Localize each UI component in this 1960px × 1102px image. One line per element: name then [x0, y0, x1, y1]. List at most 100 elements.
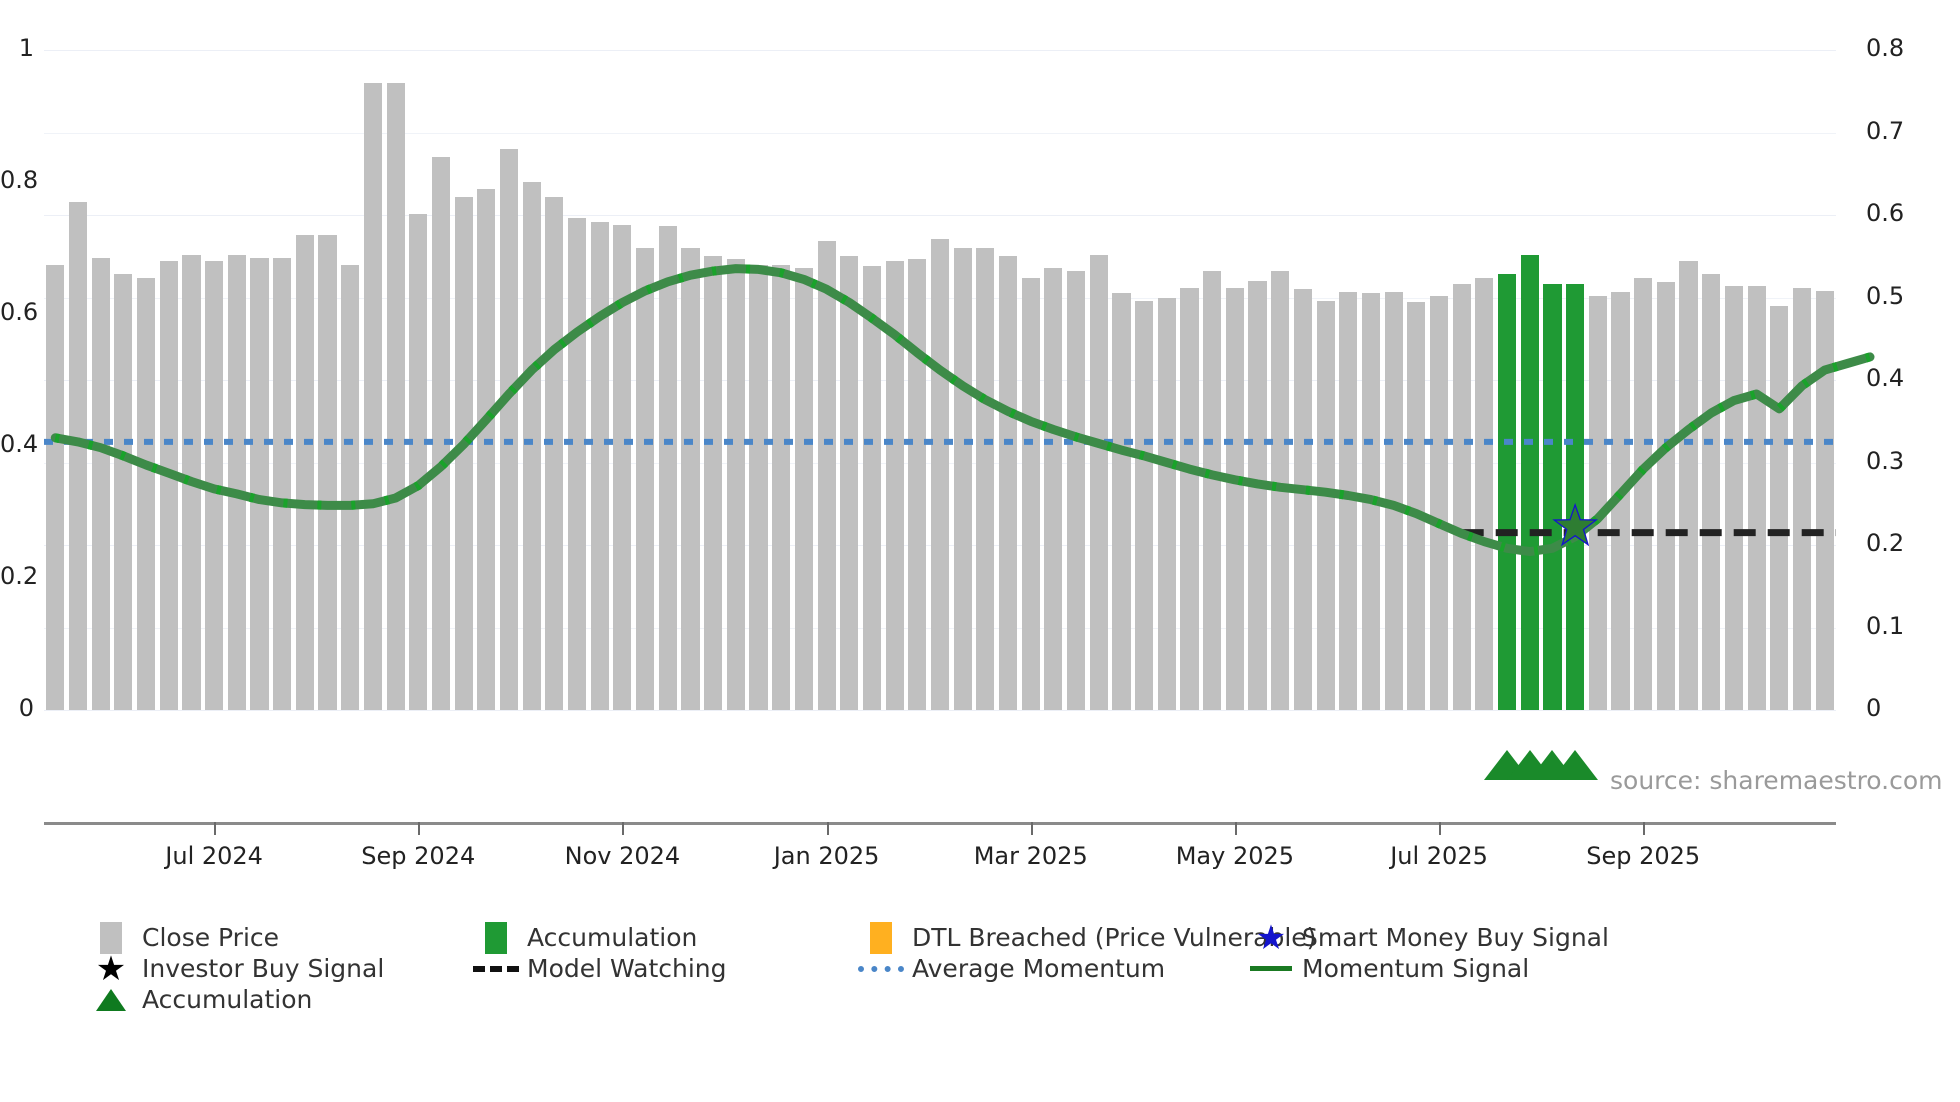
x-axis-tick-mark: [1030, 822, 1033, 835]
x-axis-tick-mark: [622, 822, 625, 835]
x-axis-tick-label: Mar 2025: [973, 842, 1088, 870]
y-axis-right-tick-label: 0: [1866, 694, 1882, 722]
close-price-bar: [930, 239, 950, 710]
gridline: [44, 50, 1836, 51]
close-price-bar: [862, 265, 882, 710]
close-price-bar: [1316, 300, 1335, 710]
close-price-bar: [749, 264, 768, 710]
y-axis-right-tick-label: 0.2: [1866, 529, 1905, 557]
close-price-bar: [318, 234, 337, 710]
x-axis-tick-mark: [214, 822, 217, 835]
legend-item-5[interactable]: Model Watching: [465, 953, 850, 984]
close-price-bar: [68, 201, 88, 710]
legend-item-3[interactable]: ★ Smart Money Buy Signal: [1240, 921, 1609, 955]
close-price-bar: [726, 259, 745, 710]
legend-item-6[interactable]: Average Momentum: [850, 953, 1240, 984]
close-price-bar: [46, 264, 65, 710]
x-axis-tick-mark: [418, 822, 421, 835]
close-price-bar: [1157, 297, 1176, 710]
close-price-bar: [499, 149, 519, 710]
accumulation-bar: [1566, 284, 1585, 710]
x-axis-tick-label: Jul 2025: [1390, 842, 1488, 870]
close-price-bar: [1135, 300, 1154, 710]
close-price-bar: [1407, 302, 1426, 710]
close-price-bar: [908, 259, 927, 710]
dtl-breached-swatch-icon: [850, 921, 912, 954]
close-price-bar: [1203, 271, 1222, 710]
y-axis-left-tick-label: 0.6: [0, 298, 39, 326]
legend-label-0: Close Price: [142, 923, 280, 952]
close-price-bar: [1429, 296, 1449, 710]
legend-item-0[interactable]: Close Price: [80, 921, 465, 954]
accumulation-bar: [1520, 254, 1539, 710]
close-price-bar: [386, 83, 405, 710]
close-price-bar: [250, 257, 269, 710]
gridline: [44, 215, 1836, 216]
x-axis-tick-label: Jul 2024: [165, 842, 263, 870]
close-price-swatch-icon: [80, 921, 142, 954]
momentum-signal-line: [50, 264, 1875, 557]
legend-item-1[interactable]: Accumulation: [465, 921, 850, 954]
close-price-bar: [590, 221, 609, 710]
legend-item-8[interactable]: Accumulation: [80, 984, 465, 1015]
accumulation-triangle-icon: [80, 988, 142, 1011]
close-price-bar: [409, 213, 428, 710]
legend-row-3: Accumulation: [80, 984, 1940, 1015]
y-axis-right-tick-label: 0.4: [1866, 364, 1905, 392]
close-price-bar: [1293, 288, 1312, 710]
close-price-bar: [976, 248, 995, 710]
momentum-signal-line-icon: [1240, 966, 1302, 971]
legend-item-4[interactable]: ★ Investor Buy Signal: [80, 952, 465, 986]
close-price-bar: [953, 248, 972, 710]
legend-label-4: Investor Buy Signal: [142, 954, 385, 983]
accumulation-triangle-marker: [1552, 750, 1599, 780]
legend-label-5: Model Watching: [527, 954, 727, 983]
close-price-bar: [1248, 281, 1267, 710]
close-price-bar: [341, 264, 360, 710]
legend-label-2: DTL Breached (Price Vulnerable): [912, 923, 1317, 952]
plot-area: [44, 50, 1875, 711]
legend-row-1: Close Price Accumulation DTL Breached (P…: [80, 921, 1940, 955]
close-price-bar: [1702, 274, 1721, 710]
close-price-bar: [1656, 282, 1675, 710]
close-price-bar: [772, 264, 791, 710]
legend-item-7[interactable]: Momentum Signal: [1240, 953, 1529, 984]
close-price-bar: [1588, 295, 1607, 710]
legend-label-1: Accumulation: [527, 923, 698, 952]
close-price-bar: [840, 255, 859, 710]
close-price-bar: [613, 224, 632, 710]
legend-label-6: Average Momentum: [912, 954, 1166, 983]
buy-signal-markers: [1552, 502, 1598, 547]
close-price-bar: [794, 267, 813, 710]
close-price-bar: [1339, 292, 1358, 710]
y-axis-left-tick-label: 1: [18, 34, 34, 62]
close-price-bar: [1225, 287, 1244, 710]
close-price-bar: [227, 254, 246, 710]
y-axis-right-tick-label: 0.7: [1866, 116, 1905, 145]
y-axis-left-tick-label: 0.8: [0, 166, 39, 194]
close-price-bar: [137, 277, 156, 710]
y-axis-right-tick-label: 0.6: [1866, 199, 1905, 227]
legend-item-2[interactable]: DTL Breached (Price Vulnerable): [850, 921, 1316, 954]
chart-legend: Close Price Accumulation DTL Breached (P…: [80, 921, 1940, 1015]
close-price-bar: [998, 255, 1018, 710]
close-price-bar: [1452, 284, 1471, 710]
y-axis-left-tick-label: 0.2: [0, 562, 39, 590]
close-price-bar: [159, 261, 178, 710]
close-price-bar: [1611, 292, 1630, 710]
close-price-bar: [273, 257, 292, 710]
close-price-bar: [1475, 277, 1494, 710]
close-price-bar: [1724, 285, 1743, 710]
close-price-bar: [431, 156, 451, 710]
x-axis-tick-label: Jan 2025: [773, 842, 880, 870]
close-price-bar: [477, 188, 496, 710]
legend-label-7: Momentum Signal: [1302, 954, 1530, 983]
gridline: [44, 710, 1836, 711]
close-price-bar: [522, 182, 541, 710]
legend-row-2: ★ Investor Buy Signal Model Watching Ave…: [80, 952, 1940, 986]
y-axis-left-tick-label: 0.4: [0, 430, 39, 458]
x-axis-tick-label: Sep 2025: [1586, 842, 1701, 870]
y-axis-right-tick-label: 0.3: [1866, 446, 1905, 475]
x-axis-line: [44, 822, 1836, 825]
legend-label-3: Smart Money Buy Signal: [1302, 923, 1609, 952]
